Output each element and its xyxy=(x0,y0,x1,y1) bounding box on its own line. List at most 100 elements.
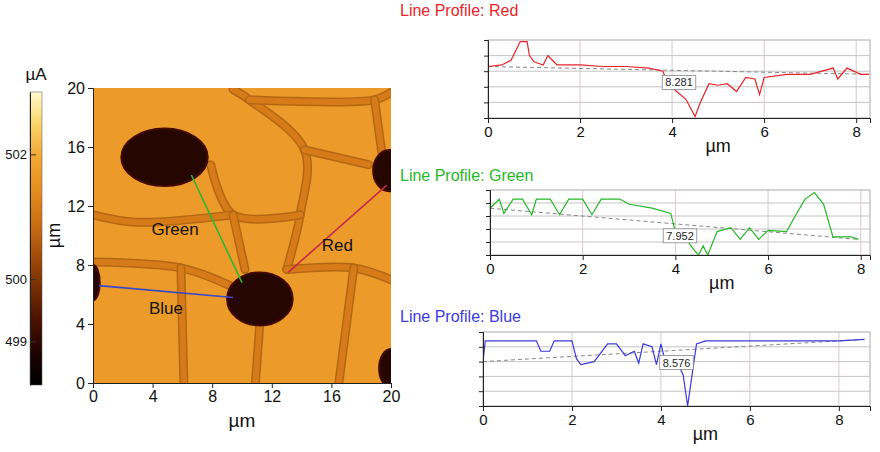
tick-mark xyxy=(479,391,483,392)
tick-mark xyxy=(30,154,36,155)
tick: 502 xyxy=(5,147,36,162)
tick: 16 xyxy=(67,139,93,156)
axis-line xyxy=(486,191,491,256)
tick-mark xyxy=(153,383,154,388)
tick-mark xyxy=(486,216,490,217)
tick-mark xyxy=(88,88,93,89)
profile-line xyxy=(490,193,859,255)
axis xyxy=(479,333,484,407)
tick-mark xyxy=(479,347,483,348)
grid-line xyxy=(488,55,870,56)
grain xyxy=(93,265,100,300)
grain xyxy=(121,129,207,187)
boundary xyxy=(233,215,245,270)
tick: 0 xyxy=(76,375,93,392)
tick: 4 xyxy=(672,255,680,277)
axis xyxy=(484,41,489,119)
tick: 8 xyxy=(208,383,217,405)
tick: 4 xyxy=(657,406,665,428)
tick-label: 8 xyxy=(208,388,217,405)
grain xyxy=(373,150,391,191)
axis xyxy=(486,191,491,256)
grid-line xyxy=(490,203,870,204)
tick-mark xyxy=(30,341,36,342)
tick-mark xyxy=(486,242,490,243)
tick xyxy=(486,203,490,204)
boundary-edge xyxy=(339,268,354,383)
tick xyxy=(484,87,488,88)
tick xyxy=(479,391,483,392)
plot-frame xyxy=(483,332,870,406)
tick-label: 20 xyxy=(67,80,85,97)
axis-line xyxy=(491,256,871,261)
grid-line xyxy=(580,40,581,118)
profile-line xyxy=(288,185,386,272)
plot-area xyxy=(490,193,859,255)
axis: 02468 xyxy=(484,118,870,140)
axis: 048121620 xyxy=(89,383,400,405)
chart-title: Line Profile: Blue xyxy=(400,308,521,325)
boundary-edge xyxy=(93,262,230,286)
boundary xyxy=(255,323,259,383)
tick: 20 xyxy=(67,80,93,97)
tick-label: 8 xyxy=(835,411,843,428)
axis: 0 4 8 12 16 20 xyxy=(67,80,93,392)
tick xyxy=(486,242,490,243)
tick: 4 xyxy=(76,316,93,333)
annotation-text: 7.952 xyxy=(666,230,694,242)
chart-title: Line Profile: Green xyxy=(400,167,533,184)
axis-line xyxy=(484,407,871,412)
tick-mark xyxy=(484,71,488,72)
grain xyxy=(379,349,391,383)
tick-label: 12 xyxy=(263,388,281,405)
tick: 12 xyxy=(263,383,281,405)
tick: 8 xyxy=(76,257,93,274)
axis: 02468 xyxy=(486,255,870,277)
tick-mark xyxy=(486,229,490,230)
tick-mark xyxy=(30,279,36,280)
grid-line xyxy=(856,40,857,118)
grid xyxy=(490,190,870,255)
tick: 6 xyxy=(760,118,768,140)
tick-label: 4 xyxy=(657,411,665,428)
axis-title: µm xyxy=(693,424,718,444)
reference-line xyxy=(488,67,869,75)
tick: 12 xyxy=(67,198,93,215)
grid-line xyxy=(483,376,870,377)
axis: 499 500 502 xyxy=(5,93,36,386)
tick-label: 0 xyxy=(486,260,494,277)
plot-area xyxy=(488,42,869,117)
profile-line xyxy=(483,339,864,406)
tick: 6 xyxy=(764,255,772,277)
grid-line xyxy=(483,391,870,392)
grain xyxy=(227,272,293,325)
tick-mark xyxy=(479,376,483,377)
boundary-edge xyxy=(375,100,382,155)
tick-mark xyxy=(484,87,488,88)
tick xyxy=(486,229,490,230)
map-background xyxy=(93,88,391,383)
tick: 8 xyxy=(853,118,861,140)
boundary xyxy=(211,165,300,219)
grid-line xyxy=(838,332,839,406)
boundary xyxy=(305,150,369,165)
tick-label: 6 xyxy=(760,123,768,140)
plot-frame xyxy=(490,190,870,255)
axis-title: µm xyxy=(705,136,730,156)
tick-label: 500 xyxy=(5,272,27,287)
annotation: 7.952 xyxy=(663,229,697,243)
boundary xyxy=(287,267,391,280)
boundary xyxy=(339,268,354,383)
boundary xyxy=(181,268,184,383)
tick-label: 2 xyxy=(568,411,576,428)
tick xyxy=(484,71,488,72)
tick-label: 0 xyxy=(89,388,98,405)
tick-mark xyxy=(88,265,93,266)
tick: 2 xyxy=(579,255,587,277)
tick-mark xyxy=(484,102,488,103)
tick-label: 4 xyxy=(672,260,680,277)
annotation: 8.281 xyxy=(662,75,696,89)
tick-label: 2 xyxy=(579,260,587,277)
tick: 2 xyxy=(568,406,576,428)
tick-label: 499 xyxy=(5,334,27,349)
